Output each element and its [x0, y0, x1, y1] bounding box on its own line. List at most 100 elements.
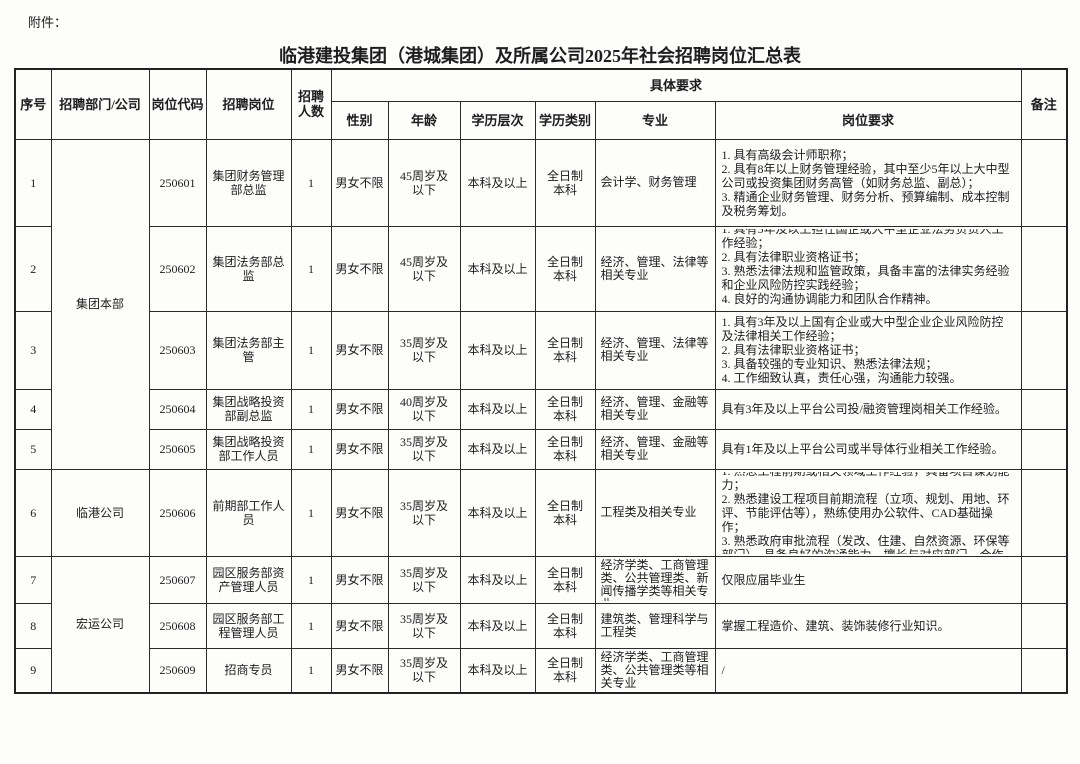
col-remarks: 备注: [1020, 68, 1068, 140]
cell-remarks: [1020, 310, 1068, 390]
cell-requirements: 掌握工程造价、建筑、装饰装修行业知识。: [714, 602, 1022, 649]
cell-gender: 男女不限: [330, 225, 389, 312]
cell-position: 集团财务管理部总监: [205, 138, 292, 227]
attachment-label: 附件：: [28, 15, 68, 30]
cell-age: 35周岁及以下: [387, 310, 461, 390]
col-edu-level: 学历层次: [459, 100, 536, 140]
cell-requirements: 1. 具有高级会计师职称； 2. 具有8年以上财务管理经验，其中至少5年以上大中…: [714, 138, 1022, 227]
table-row: 8 250608 园区服务部工程管理人员 1 男女不限 35周岁及以下 本科及以…: [14, 602, 1068, 649]
cell-count: 1: [290, 602, 332, 649]
cell-count: 1: [290, 428, 332, 470]
cell-gender: 男女不限: [330, 388, 389, 430]
cell-code: 250602: [148, 225, 207, 312]
cell-seq: 4: [14, 388, 52, 430]
table-row: 4 250604 集团战略投资部副总监 1 男女不限 40周岁及以下 本科及以上…: [14, 388, 1068, 430]
cell-edu-type: 全日制本科: [534, 602, 596, 649]
cell-edu-type: 全日制本科: [534, 647, 596, 694]
cell-position: 园区服务部资产管理人员: [205, 555, 292, 604]
col-age: 年龄: [387, 100, 461, 140]
cell-major: 经济学类、工商管理类、公共管理类、新闻传播学类等相关专业: [594, 555, 716, 604]
cell-edu-type: 全日制本科: [534, 555, 596, 604]
cell-gender: 男女不限: [330, 555, 389, 604]
cell-major: 经济、管理、法律等相关专业: [594, 225, 716, 312]
recruitment-table: 序号 招聘部门/公司 岗位代码 招聘岗位 招聘 人数 具体要求 备注 性别 年龄…: [14, 68, 1069, 694]
cell-gender: 男女不限: [330, 428, 389, 470]
cell-major: 工程类及相关专业: [594, 468, 716, 557]
cell-age: 35周岁及以下: [387, 428, 461, 470]
cell-edu-level: 本科及以上: [459, 647, 536, 694]
cell-requirements: 具有3年及以上平台公司投/融资管理岗相关工作经验。: [714, 388, 1022, 430]
cell-count: 1: [290, 225, 332, 312]
cell-seq: 8: [14, 602, 52, 649]
cell-department: 宏运公司: [50, 555, 150, 694]
cell-requirements: 1. 熟悉工程前期或相关领域工作经验，具备项目谋划能力； 2. 熟悉建设工程项目…: [714, 468, 1022, 557]
cell-gender: 男女不限: [330, 468, 389, 557]
col-edu-type: 学历类别: [534, 100, 596, 140]
cell-gender: 男女不限: [330, 602, 389, 649]
cell-position: 集团战略投资部副总监: [205, 388, 292, 430]
cell-count: 1: [290, 388, 332, 430]
cell-position: 集团法务部主管: [205, 310, 292, 390]
cell-code: 250606: [148, 468, 207, 557]
cell-code: 250608: [148, 602, 207, 649]
cell-age: 45周岁及以下: [387, 225, 461, 312]
cell-seq: 7: [14, 555, 52, 604]
cell-age: 35周岁及以下: [387, 602, 461, 649]
cell-position: 集团法务部总监: [205, 225, 292, 312]
cell-major: 会计学、财务管理: [594, 138, 716, 227]
cell-position: 集团战略投资部工作人员: [205, 428, 292, 470]
cell-seq: 2: [14, 225, 52, 312]
cell-edu-type: 全日制本科: [534, 388, 596, 430]
col-position: 招聘岗位: [205, 68, 292, 140]
cell-seq: 9: [14, 647, 52, 694]
cell-code: 250604: [148, 388, 207, 430]
cell-requirements: 仅限应届毕业生: [714, 555, 1022, 604]
cell-seq: 1: [14, 138, 52, 227]
cell-code: 250603: [148, 310, 207, 390]
table-row: 9 250609 招商专员 1 男女不限 35周岁及以下 本科及以上 全日制本科…: [14, 647, 1068, 694]
cell-age: 40周岁及以下: [387, 388, 461, 430]
cell-remarks: [1020, 388, 1068, 430]
cell-requirements: 1. 具有5年及以上担任国企或大中型企业法务负责人工作经验； 2. 具有法律职业…: [714, 225, 1022, 312]
cell-major: 经济、管理、金融等相关专业: [594, 388, 716, 430]
page-title: 临港建投集团（港城集团）及所属公司2025年社会招聘岗位汇总表: [279, 46, 801, 66]
cell-age: 35周岁及以下: [387, 468, 461, 557]
cell-gender: 男女不限: [330, 138, 389, 227]
cell-edu-level: 本科及以上: [459, 428, 536, 470]
cell-seq: 6: [14, 468, 52, 557]
table-row: 7 宏运公司 250607 园区服务部资产管理人员 1 男女不限 35周岁及以下…: [14, 555, 1068, 694]
col-seq: 序号: [14, 68, 52, 140]
cell-count: 1: [290, 468, 332, 557]
cell-remarks: [1020, 225, 1068, 312]
cell-gender: 男女不限: [330, 647, 389, 694]
cell-edu-type: 全日制本科: [534, 468, 596, 557]
header-row-sub: 性别 年龄 学历层次 学历类别 专业 岗位要求: [15, 100, 1067, 140]
col-count: 招聘 人数: [290, 68, 332, 140]
cell-seq: 5: [14, 428, 52, 470]
cell-gender: 男女不限: [330, 310, 389, 390]
cell-requirements: 1. 具有3年及以上国有企业或大中型企业企业风险防控及法律相关工作经验； 2. …: [714, 310, 1022, 390]
cell-code: 250607: [148, 555, 207, 604]
cell-edu-level: 本科及以上: [459, 310, 536, 390]
cell-age: 35周岁及以下: [387, 555, 461, 604]
cell-edu-level: 本科及以上: [459, 225, 536, 312]
cell-remarks: [1020, 468, 1068, 557]
header-row-top: 序号 招聘部门/公司 岗位代码 招聘岗位 招聘 人数 具体要求 备注: [14, 68, 1068, 140]
cell-remarks: [1020, 555, 1068, 604]
col-major: 专业: [594, 100, 716, 140]
cell-remarks: [1020, 647, 1068, 694]
cell-edu-type: 全日制本科: [534, 310, 596, 390]
cell-code: 250609: [148, 647, 207, 694]
cell-major: 经济、管理、法律等相关专业: [594, 310, 716, 390]
cell-edu-type: 全日制本科: [534, 428, 596, 470]
cell-position: 园区服务部工程管理人员: [205, 602, 292, 649]
cell-edu-level: 本科及以上: [459, 555, 536, 604]
cell-department: 集团本部: [50, 138, 150, 470]
table-row: 1 集团本部 250601 集团财务管理部总监 1 男女不限 45周岁及以下 本…: [14, 138, 1068, 470]
cell-requirements: 具有1年及以上平台公司或半导体行业相关工作经验。: [714, 428, 1022, 470]
cell-age: 45周岁及以下: [387, 138, 461, 227]
cell-position: 前期部工作人员: [205, 468, 292, 557]
cell-remarks: [1020, 138, 1068, 227]
table-row: 6 临港公司 250606 前期部工作人员 1 男女不限 35周岁及以下 本科及…: [14, 468, 1068, 557]
table-row: 2 250602 集团法务部总监 1 男女不限 45周岁及以下 本科及以上 全日…: [14, 225, 1068, 312]
